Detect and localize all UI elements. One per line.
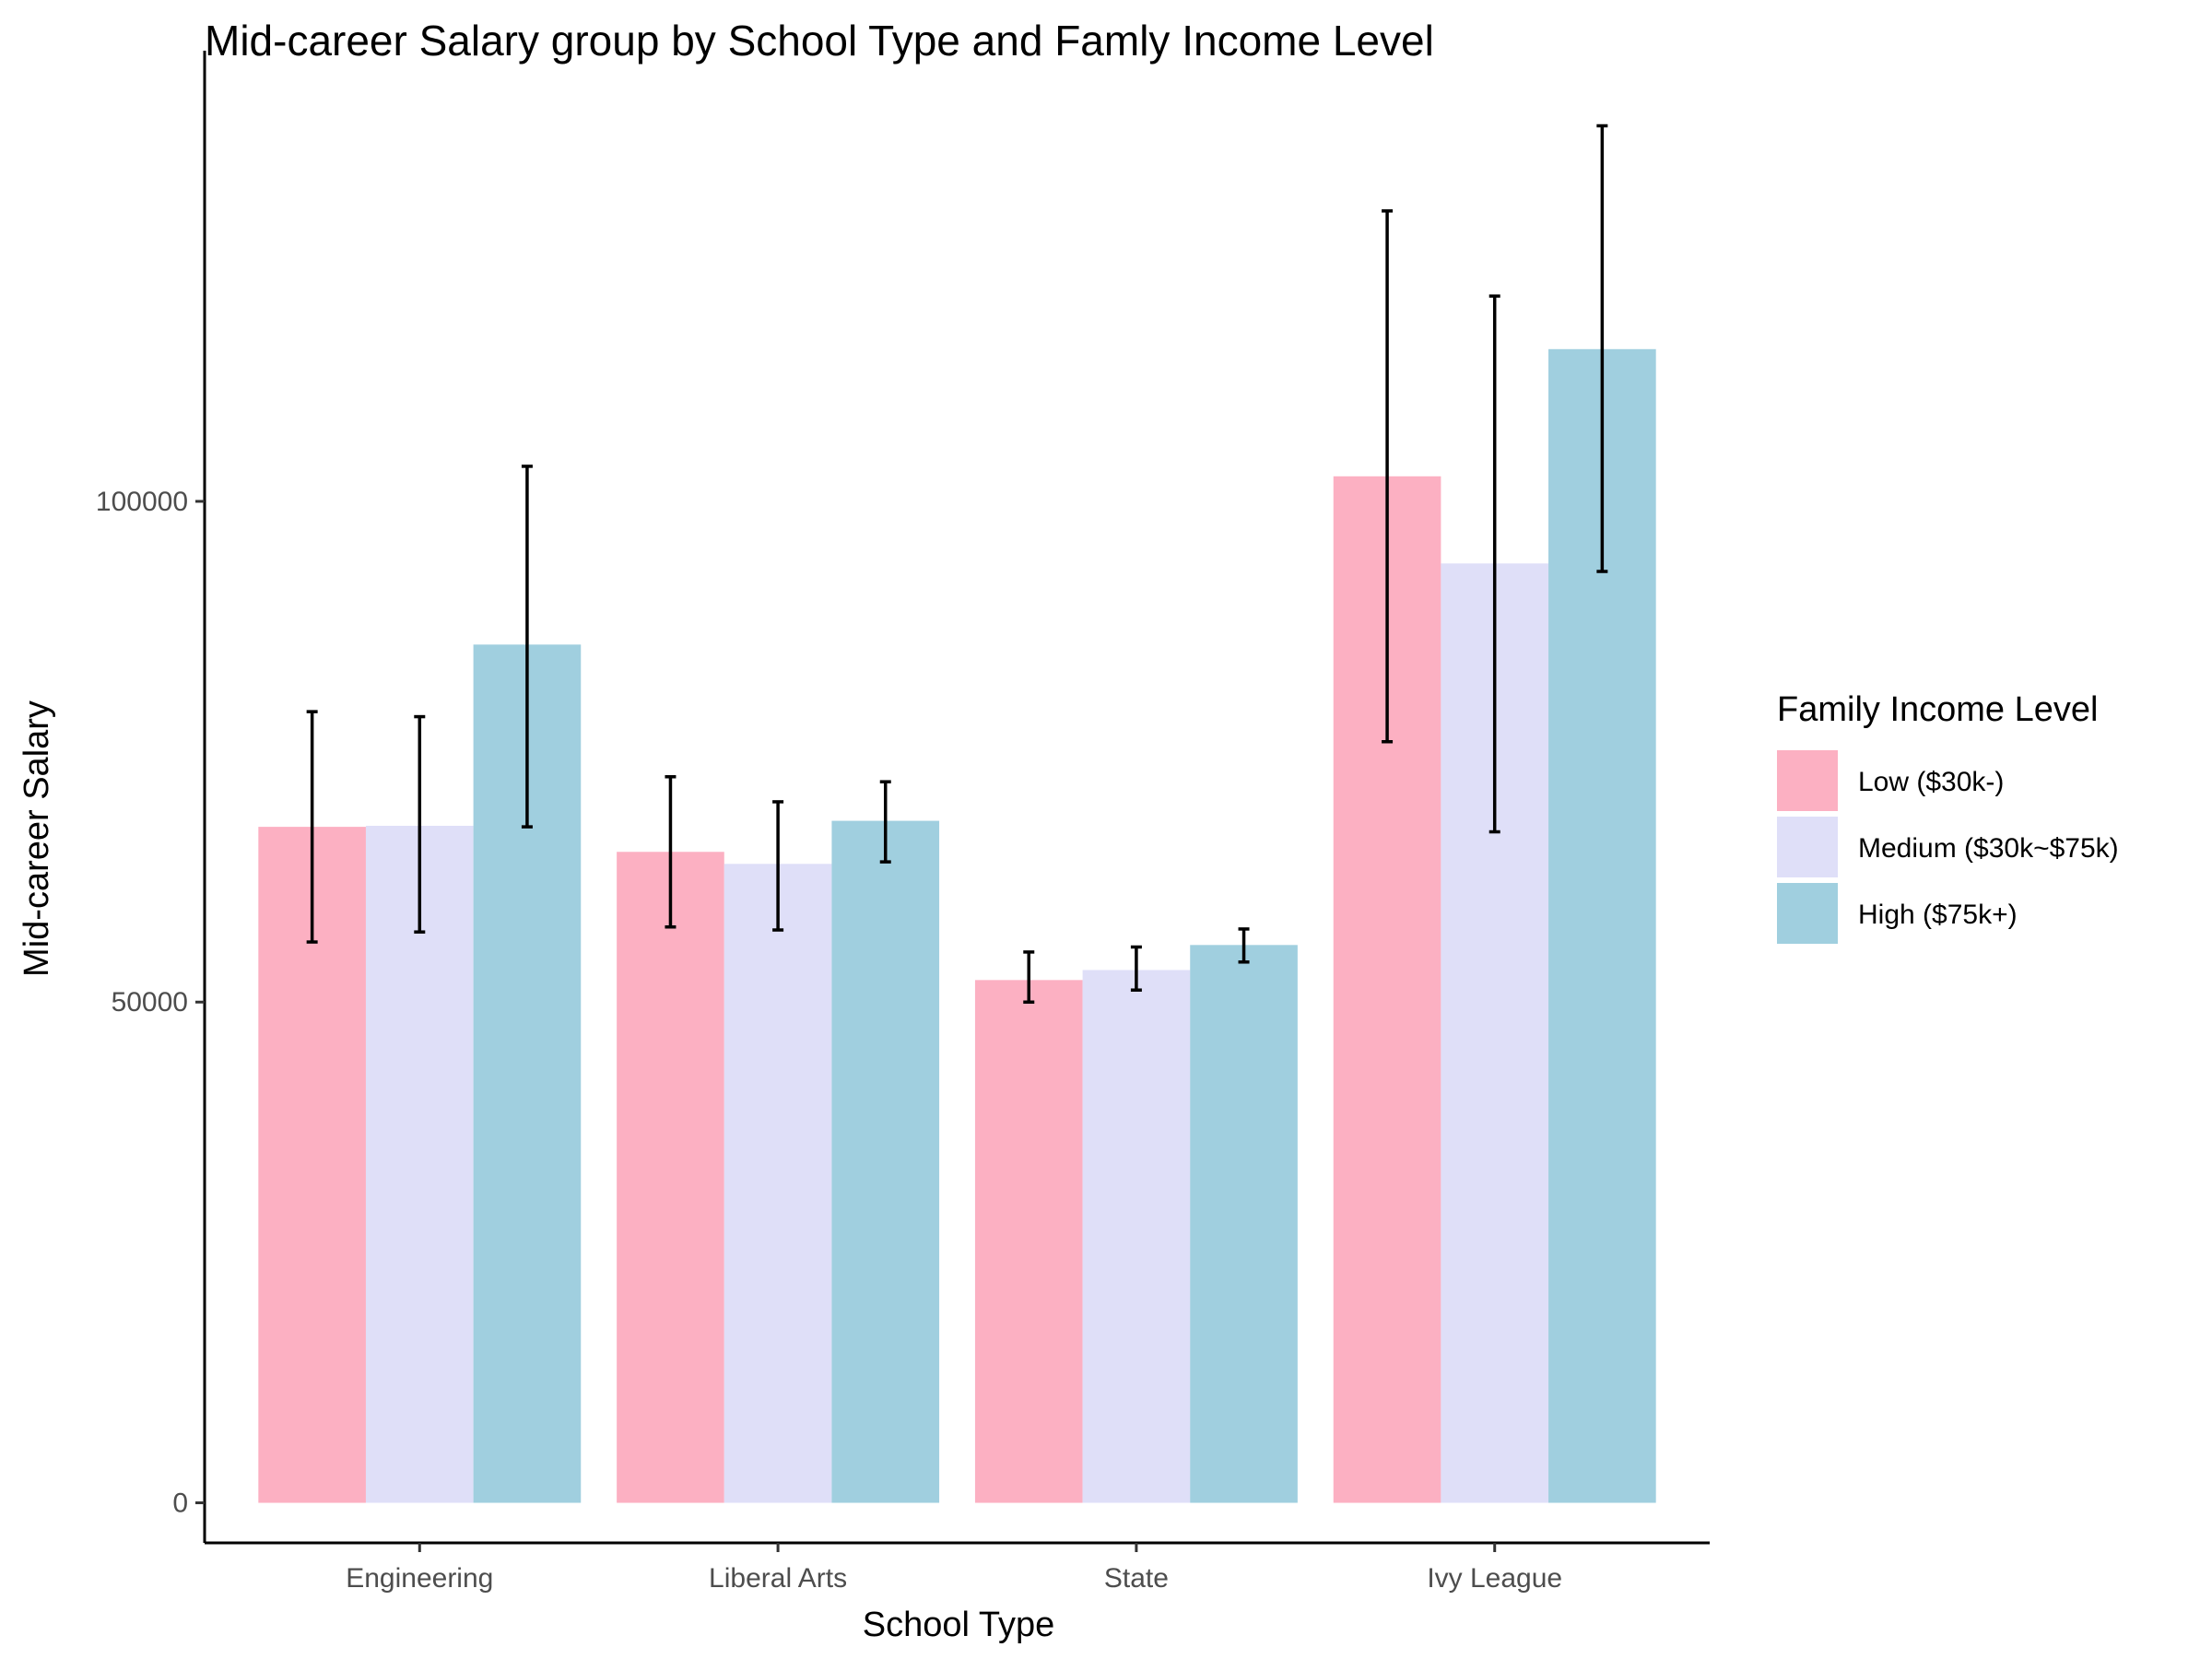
- errorbar-ivy-league-series-2: [1596, 124, 1608, 573]
- x-tick-label: Ivy League: [1427, 1563, 1562, 1594]
- legend-label: Medium ($30k~$75k): [1858, 833, 2119, 864]
- legend-swatch: [1777, 817, 1838, 877]
- x-tick-label: State: [1104, 1563, 1169, 1594]
- bar-liberal-arts-series-2: [831, 820, 940, 1503]
- errorbar-liberal-arts-series-0: [665, 775, 677, 929]
- errorbar-engineering-series-1: [414, 714, 426, 934]
- chart-title: Mid-career Salary group by School Type a…: [205, 17, 1434, 65]
- errorbar-ivy-league-series-1: [1488, 294, 1500, 834]
- y-tick-label: 50000: [112, 987, 188, 1018]
- errorbar-state-series-2: [1238, 927, 1250, 964]
- errorbars-layer: [306, 124, 1608, 1004]
- y-axis-title: Mid-career Salary: [18, 700, 56, 977]
- x-tick-label: Engineering: [346, 1563, 493, 1594]
- bar-liberal-arts-series-0: [617, 852, 724, 1503]
- errorbar-engineering-series-2: [521, 465, 533, 829]
- legend-label: High ($75k+): [1858, 900, 2018, 930]
- bar-state-series-2: [1190, 945, 1298, 1503]
- legend-label: Low ($30k-): [1858, 767, 2004, 797]
- y-tick-label: 0: [172, 1488, 188, 1519]
- x-tick-label: Liberal Arts: [709, 1563, 847, 1594]
- bars-layer: [258, 348, 1656, 1503]
- errorbar-engineering-series-0: [306, 710, 318, 944]
- errorbar-state-series-0: [1023, 950, 1035, 1004]
- axes-layer: 0 50000 100000 Engineering Liberal Arts State…: [96, 51, 1710, 1594]
- legend-title: Family Income Level: [1777, 690, 2098, 729]
- legend-swatch: [1777, 750, 1838, 811]
- legend-item-2: High ($75k+): [1777, 883, 2018, 944]
- bar-liberal-arts-series-1: [724, 864, 832, 1503]
- legend-item-1: Medium ($30k~$75k): [1777, 817, 2119, 877]
- errorbar-liberal-arts-series-1: [772, 800, 784, 932]
- y-tick-label: 100000: [96, 487, 188, 517]
- errorbar-liberal-arts-series-2: [879, 780, 891, 864]
- legend-item-0: Low ($30k-): [1777, 750, 2004, 811]
- errorbar-state-series-1: [1130, 945, 1142, 992]
- legend: Family Income Level Low ($30k-) Medium ($…: [1777, 690, 2119, 944]
- bar-state-series-1: [1082, 970, 1191, 1503]
- x-axis-title: School Type: [863, 1606, 1054, 1644]
- errorbar-ivy-league-series-0: [1382, 209, 1394, 744]
- bar-engineering-series-1: [365, 826, 474, 1503]
- legend-swatch: [1777, 883, 1838, 944]
- bar-state-series-0: [974, 980, 1083, 1503]
